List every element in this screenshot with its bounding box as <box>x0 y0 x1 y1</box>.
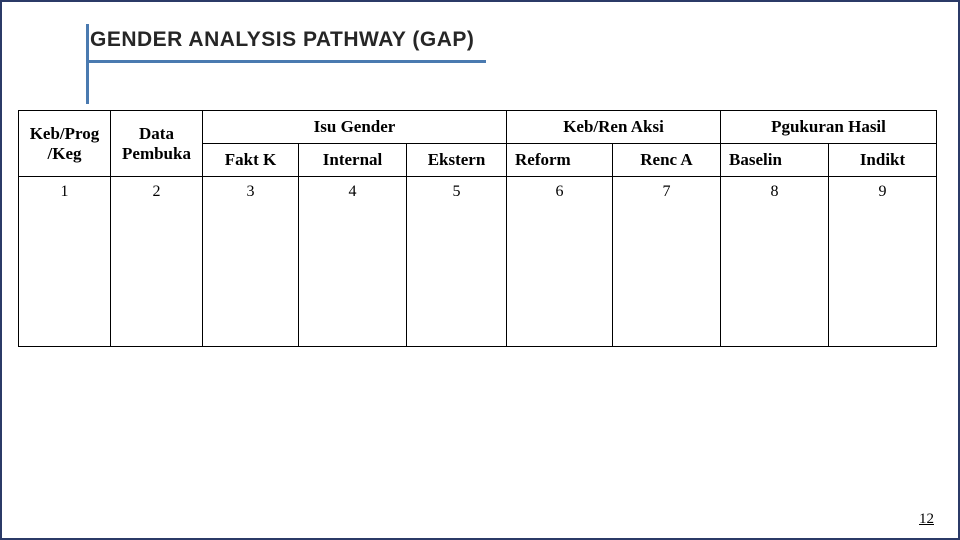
cell-8: 8 <box>721 177 829 347</box>
cell-1: 1 <box>19 177 111 347</box>
th-internal: Internal <box>299 144 407 177</box>
cell-5: 5 <box>407 177 507 347</box>
th-keb-ren-aksi: Keb/Ren Aksi <box>507 111 721 144</box>
cell-3: 3 <box>203 177 299 347</box>
cell-4: 4 <box>299 177 407 347</box>
cell-6: 6 <box>507 177 613 347</box>
th-indikt: Indikt <box>829 144 937 177</box>
gap-table: Keb/Prog /Keg Data Pembuka Isu Gender Ke… <box>18 110 937 347</box>
cell-2: 2 <box>111 177 203 347</box>
cell-9: 9 <box>829 177 937 347</box>
th-ekstern: Ekstern <box>407 144 507 177</box>
title-accent-horizontal <box>86 60 486 63</box>
number-row: 1 2 3 4 5 6 7 8 9 <box>19 177 937 347</box>
th-data-line1: Data <box>139 124 174 143</box>
th-baselin: Baselin <box>721 144 829 177</box>
title-accent-vertical <box>86 24 89 104</box>
th-kebprog: Keb/Prog /Keg <box>19 111 111 177</box>
title-block: GENDER ANALYSIS PATHWAY (GAP) <box>90 28 474 54</box>
th-isu-gender: Isu Gender <box>203 111 507 144</box>
gap-table-body: 1 2 3 4 5 6 7 8 9 <box>19 177 937 347</box>
header-row-1: Keb/Prog /Keg Data Pembuka Isu Gender Ke… <box>19 111 937 144</box>
th-fakt-k: Fakt K <box>203 144 299 177</box>
th-renc-a: Renc A <box>613 144 721 177</box>
page-number: 12 <box>919 511 934 528</box>
th-kebprog-line1: Keb/Prog <box>30 124 100 143</box>
gap-table-head: Keb/Prog /Keg Data Pembuka Isu Gender Ke… <box>19 111 937 177</box>
th-data-pembuka: Data Pembuka <box>111 111 203 177</box>
cell-7: 7 <box>613 177 721 347</box>
slide-frame: GENDER ANALYSIS PATHWAY (GAP) Keb/Prog /… <box>0 0 960 540</box>
th-data-line2: Pembuka <box>122 144 191 163</box>
th-kebprog-line2: /Keg <box>48 144 82 163</box>
slide-title: GENDER ANALYSIS PATHWAY (GAP) <box>90 28 474 54</box>
th-reform: Reform <box>507 144 613 177</box>
th-pgukuran-hasil: Pgukuran Hasil <box>721 111 937 144</box>
